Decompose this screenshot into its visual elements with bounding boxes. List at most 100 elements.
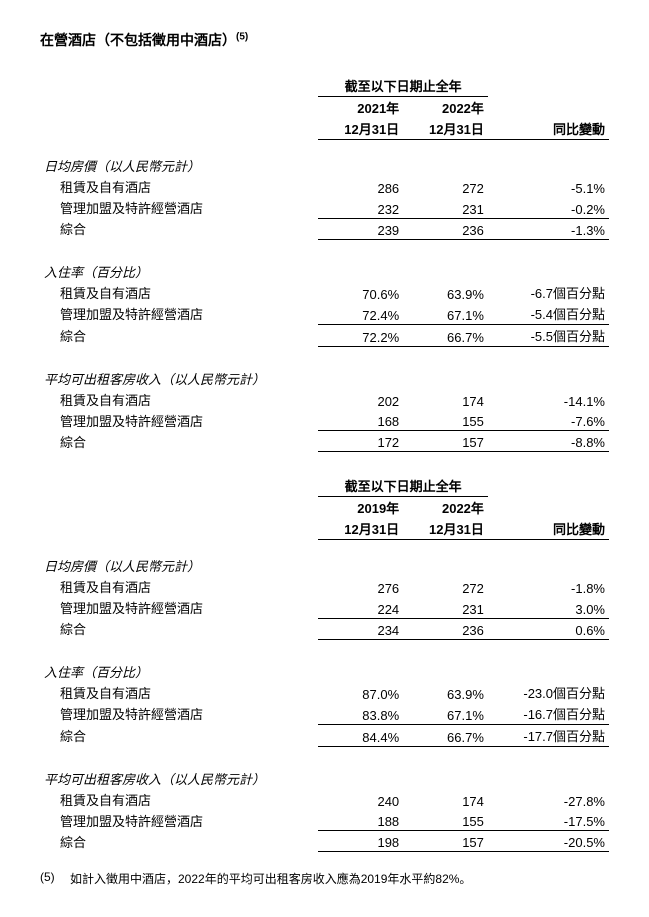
cell-change: -17.7個百分點 bbox=[488, 724, 609, 746]
cell-change: -5.4個百分點 bbox=[488, 303, 609, 325]
cell-value: 63.9% bbox=[403, 682, 488, 703]
section-head: 日均房價（以人民幣元計） bbox=[40, 546, 609, 576]
cell-value: 168 bbox=[318, 410, 403, 431]
cell-value: 63.9% bbox=[403, 282, 488, 303]
cell-value: 286 bbox=[318, 176, 403, 197]
cell-value: 202 bbox=[318, 389, 403, 410]
cell-value: 234 bbox=[318, 618, 403, 639]
cell-value: 174 bbox=[403, 389, 488, 410]
change-header: 同比變動 bbox=[488, 518, 609, 540]
section-head: 平均可出租客房收入（以人民幣元計） bbox=[40, 359, 609, 389]
cell-value: 188 bbox=[318, 810, 403, 831]
row-label: 綜合 bbox=[40, 618, 318, 639]
row-label: 綜合 bbox=[40, 431, 318, 452]
cell-value: 72.4% bbox=[318, 303, 403, 325]
cell-change: -8.8% bbox=[488, 431, 609, 452]
cell-value: 276 bbox=[318, 576, 403, 597]
footnote-text: 如計入徵用中酒店，2022年的平均可出租客房收入應為2019年水平約82%。 bbox=[70, 870, 471, 887]
row-label: 綜合 bbox=[40, 831, 318, 852]
table-row: 管理加盟及特許經營酒店2242313.0% bbox=[40, 597, 609, 618]
data-table: 截至以下日期止全年2019年2022年12月31日12月31日同比變動日均房價（… bbox=[40, 470, 609, 852]
table-row: 綜合84.4%66.7%-17.7個百分點 bbox=[40, 724, 609, 746]
section-head: 日均房價（以人民幣元計） bbox=[40, 146, 609, 176]
date-header: 12月31日 bbox=[318, 118, 403, 140]
cell-value: 231 bbox=[403, 197, 488, 218]
title-sup: (5) bbox=[236, 31, 248, 42]
table-row: 綜合72.2%66.7%-5.5個百分點 bbox=[40, 324, 609, 346]
table-row: 管理加盟及特許經營酒店168155-7.6% bbox=[40, 410, 609, 431]
table-row: 管理加盟及特許經營酒店232231-0.2% bbox=[40, 197, 609, 218]
cell-value: 172 bbox=[318, 431, 403, 452]
cell-change: -20.5% bbox=[488, 831, 609, 852]
row-label: 綜合 bbox=[40, 324, 318, 346]
cell-value: 157 bbox=[403, 831, 488, 852]
year-header: 2019年 bbox=[318, 497, 403, 519]
cell-value: 236 bbox=[403, 218, 488, 239]
period-label: 截至以下日期止全年 bbox=[318, 70, 487, 97]
row-label: 綜合 bbox=[40, 724, 318, 746]
table-row: 管理加盟及特許經營酒店83.8%67.1%-16.7個百分點 bbox=[40, 703, 609, 725]
section-head: 平均可出租客房收入（以人民幣元計） bbox=[40, 759, 609, 789]
table-row: 綜合239236-1.3% bbox=[40, 218, 609, 239]
cell-change: -27.8% bbox=[488, 789, 609, 810]
cell-change: -5.5個百分點 bbox=[488, 324, 609, 346]
cell-change: -16.7個百分點 bbox=[488, 703, 609, 725]
cell-change: -6.7個百分點 bbox=[488, 282, 609, 303]
cell-change: -7.6% bbox=[488, 410, 609, 431]
table-row: 租賃及自有酒店286272-5.1% bbox=[40, 176, 609, 197]
row-label: 租賃及自有酒店 bbox=[40, 789, 318, 810]
cell-value: 174 bbox=[403, 789, 488, 810]
cell-change: -1.3% bbox=[488, 218, 609, 239]
row-label: 綜合 bbox=[40, 218, 318, 239]
cell-value: 236 bbox=[403, 618, 488, 639]
section-head: 入住率（百分比） bbox=[40, 252, 609, 282]
cell-change: -0.2% bbox=[488, 197, 609, 218]
table-row: 租賃及自有酒店240174-27.8% bbox=[40, 789, 609, 810]
cell-change: -17.5% bbox=[488, 810, 609, 831]
data-table: 截至以下日期止全年2021年2022年12月31日12月31日同比變動日均房價（… bbox=[40, 70, 609, 452]
row-label: 管理加盟及特許經營酒店 bbox=[40, 410, 318, 431]
row-label: 管理加盟及特許經營酒店 bbox=[40, 197, 318, 218]
table-row: 租賃及自有酒店87.0%63.9%-23.0個百分點 bbox=[40, 682, 609, 703]
cell-change: -1.8% bbox=[488, 576, 609, 597]
year-header: 2022年 bbox=[403, 97, 488, 119]
cell-value: 70.6% bbox=[318, 282, 403, 303]
tables-container: 截至以下日期止全年2021年2022年12月31日12月31日同比變動日均房價（… bbox=[40, 70, 609, 852]
cell-value: 232 bbox=[318, 197, 403, 218]
row-label: 管理加盟及特許經營酒店 bbox=[40, 810, 318, 831]
cell-value: 155 bbox=[403, 410, 488, 431]
cell-value: 198 bbox=[318, 831, 403, 852]
cell-value: 239 bbox=[318, 218, 403, 239]
row-label: 管理加盟及特許經營酒店 bbox=[40, 703, 318, 725]
year-header: 2021年 bbox=[318, 97, 403, 119]
cell-change: 3.0% bbox=[488, 597, 609, 618]
table-row: 綜合2342360.6% bbox=[40, 618, 609, 639]
cell-value: 66.7% bbox=[403, 324, 488, 346]
year-header: 2022年 bbox=[403, 497, 488, 519]
footnote-num: (5) bbox=[40, 870, 70, 887]
cell-value: 240 bbox=[318, 789, 403, 810]
table-row: 綜合172157-8.8% bbox=[40, 431, 609, 452]
table-row: 管理加盟及特許經營酒店72.4%67.1%-5.4個百分點 bbox=[40, 303, 609, 325]
table-row: 租賃及自有酒店202174-14.1% bbox=[40, 389, 609, 410]
row-label: 租賃及自有酒店 bbox=[40, 389, 318, 410]
cell-value: 72.2% bbox=[318, 324, 403, 346]
change-header: 同比變動 bbox=[488, 118, 609, 140]
cell-value: 224 bbox=[318, 597, 403, 618]
row-label: 租賃及自有酒店 bbox=[40, 282, 318, 303]
period-label: 截至以下日期止全年 bbox=[318, 470, 487, 497]
cell-value: 66.7% bbox=[403, 724, 488, 746]
section-head: 入住率（百分比） bbox=[40, 652, 609, 682]
row-label: 租賃及自有酒店 bbox=[40, 682, 318, 703]
cell-value: 83.8% bbox=[318, 703, 403, 725]
cell-value: 272 bbox=[403, 576, 488, 597]
table-row: 租賃及自有酒店70.6%63.9%-6.7個百分點 bbox=[40, 282, 609, 303]
row-label: 租賃及自有酒店 bbox=[40, 576, 318, 597]
cell-value: 272 bbox=[403, 176, 488, 197]
cell-change: -5.1% bbox=[488, 176, 609, 197]
row-label: 管理加盟及特許經營酒店 bbox=[40, 303, 318, 325]
cell-value: 67.1% bbox=[403, 703, 488, 725]
cell-value: 231 bbox=[403, 597, 488, 618]
cell-change: -23.0個百分點 bbox=[488, 682, 609, 703]
cell-value: 87.0% bbox=[318, 682, 403, 703]
